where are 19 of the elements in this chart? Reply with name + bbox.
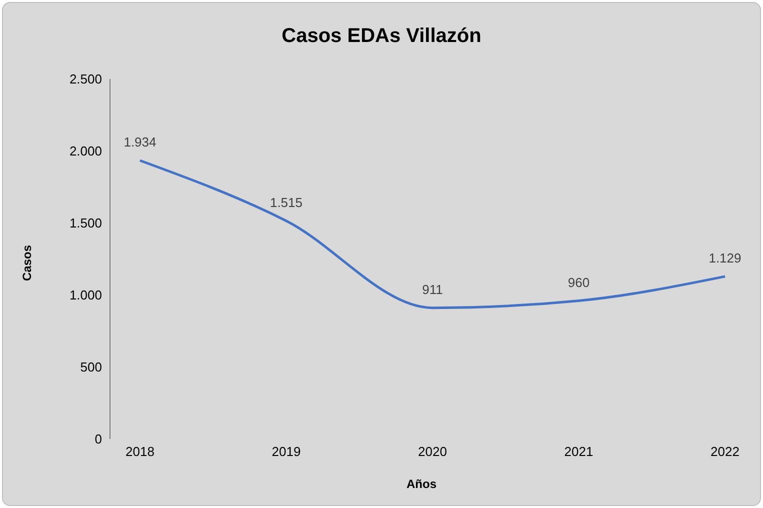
y-tick-label: 2.000 — [69, 144, 102, 159]
data-label: 1.934 — [124, 134, 156, 150]
y-axis-title: Casos — [20, 244, 34, 282]
y-tick-label: 1.500 — [69, 216, 102, 231]
data-label: 1.515 — [270, 194, 303, 210]
x-tick-label: 2019 — [272, 444, 301, 460]
data-label: 960 — [568, 274, 590, 290]
y-tick-label: 1.000 — [69, 288, 102, 303]
x-tick-label: 2021 — [564, 444, 594, 460]
chart-title: Casos EDAs Villazón — [280, 25, 482, 48]
y-tick-label: 2.500 — [69, 72, 102, 87]
x-axis-title: Años — [406, 477, 438, 491]
data-label: 911 — [422, 282, 443, 297]
x-tick-label: 2020 — [418, 444, 447, 460]
y-tick-label: 0 — [94, 432, 102, 447]
x-tick-label: 2018 — [126, 444, 154, 460]
x-tick-label: 2022 — [710, 444, 740, 460]
y-tick-label: 500 — [80, 360, 102, 375]
data-label: 1.129 — [708, 250, 742, 266]
